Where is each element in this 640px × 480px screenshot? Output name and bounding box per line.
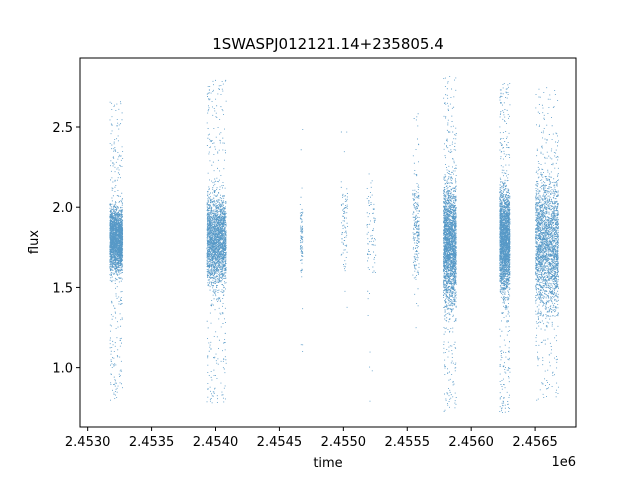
x-tick-label: 2.4560: [448, 435, 494, 450]
point-cluster: [206, 79, 227, 404]
y-tick-label: 1.0: [52, 362, 73, 377]
data-points: [412, 113, 420, 329]
point-cluster: [109, 101, 124, 401]
scatter-points: [109, 76, 559, 413]
x-axis-offset-label: 1e6: [551, 455, 576, 470]
x-tick-label: 2.4550: [321, 435, 367, 450]
data-points: [535, 87, 559, 401]
chart-title: 1SWASPJ012121.14+235805.4: [212, 35, 444, 53]
data-points: [206, 79, 227, 404]
data-points: [443, 76, 457, 412]
y-tick-label: 2.0: [52, 201, 73, 216]
x-tick-label: 2.4545: [257, 435, 303, 450]
x-tick-label: 2.4530: [65, 435, 111, 450]
y-tick-label: 2.5: [52, 121, 73, 136]
x-tick-label: 2.4555: [385, 435, 431, 450]
x-axis-label: time: [313, 456, 342, 471]
data-points: [299, 128, 304, 353]
point-cluster: [535, 87, 559, 401]
x-tick-label: 2.4565: [512, 435, 558, 450]
data-points: [499, 83, 511, 413]
point-cluster: [299, 128, 304, 353]
point-cluster: [412, 113, 420, 329]
y-axis: 1.0 1.5 2.0 2.5: [52, 121, 80, 377]
point-cluster: [340, 131, 349, 308]
y-axis-label: flux: [27, 230, 42, 254]
data-points: [109, 101, 124, 401]
x-tick-label: 2.4540: [193, 435, 239, 450]
point-cluster: [499, 83, 511, 413]
x-tick-label: 2.4535: [129, 435, 175, 450]
plot-area-frame: [79, 57, 577, 428]
data-points: [340, 131, 349, 308]
data-points: [366, 173, 377, 402]
point-cluster: [366, 173, 377, 402]
x-axis: 2.4530 2.4535 2.4540 2.4545 2.4550 2.4555 2.45…: [65, 427, 558, 450]
point-cluster: [443, 76, 457, 412]
y-tick-label: 1.5: [52, 281, 73, 296]
